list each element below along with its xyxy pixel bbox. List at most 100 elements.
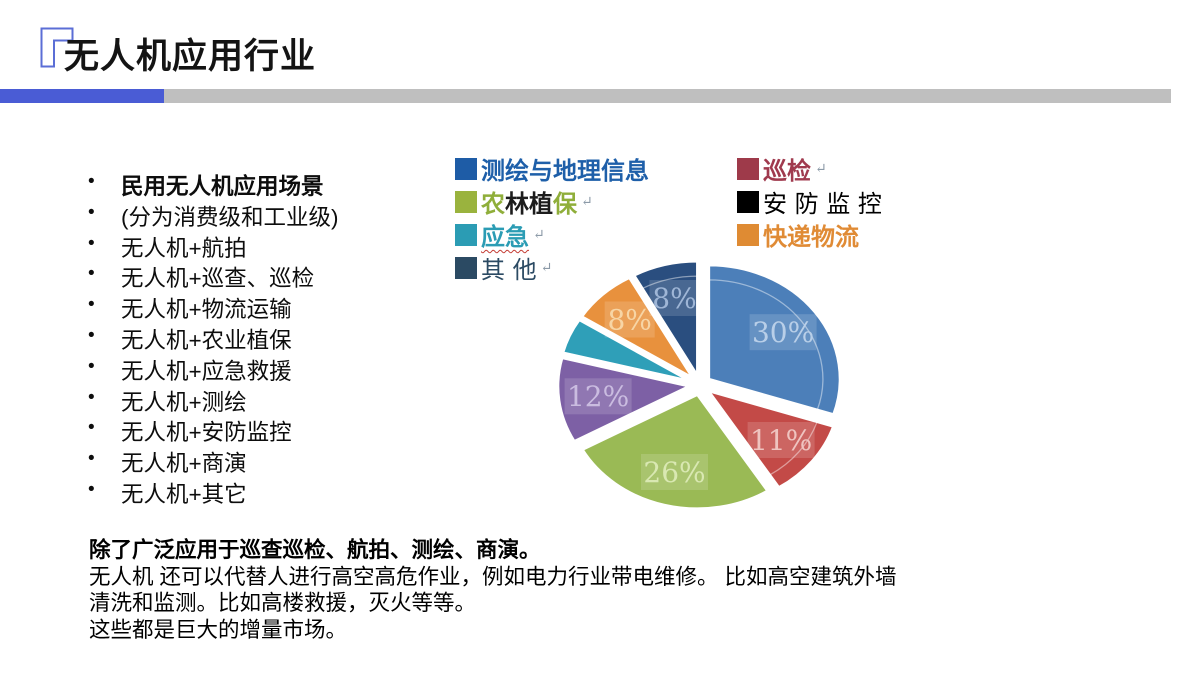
bullet-item: • 民用无人机应用场景 [88,169,339,200]
pie-slice-应急 [561,318,692,383]
legend-item-安防监控: 安 防 监 控 [737,185,882,218]
bullet-dot: • [88,324,95,346]
pie-slice-测绘与地理信息 [707,263,842,416]
pie-slice-label: 11% [750,424,812,457]
bullet-text: 无人机+安防监控 [121,420,292,446]
bullet-text: 无人机+测绘 [121,389,247,415]
bullet-dot: • [88,386,95,408]
legend-item-测绘与地理信息: 测绘与地理信息 [455,152,649,185]
bullet-text: 无人机+农业植保 [121,327,292,353]
bottom-text-line: 清洗和监测。比如高楼救援，灭火等等。 [89,591,477,616]
bullet-dot: • [88,263,95,285]
legend-label-part: 农 [481,189,505,218]
pie-label-box [564,378,632,415]
legend-swatch-icon [455,256,477,279]
pie-label-box [649,280,700,316]
title-underline-accent [0,89,164,103]
bullet-item: • 无人机+物流运输 [88,292,339,323]
pie-label-box [747,422,815,458]
legend-label-part: 快递物流 [763,222,859,251]
legend-swatch-icon [737,223,759,246]
bullet-item: • 无人机+巡查、巡检 [88,261,339,292]
legend-swatch-icon [737,157,759,180]
legend-swatch-icon [455,223,477,246]
legend-label-part: 测绘与地理信息 [481,156,649,185]
legend-label: 农林植保 [481,184,577,219]
return-arrow-icon: ↵ [533,226,545,243]
bullet-dot: • [88,448,95,470]
bullet-item: • 无人机+测绘 [88,385,339,416]
legend-swatch-icon [455,190,477,213]
bullet-dot: • [88,201,95,223]
pie-slice-label: 12% [567,380,629,413]
bullet-dot: • [88,171,95,192]
bullet-item: • (分为消费级和工业级) [88,200,339,231]
bullet-item: • 无人机+农业植保 [88,323,339,354]
legend-label-part: 林植 [505,189,553,218]
pie-label-box [641,454,708,490]
chart-legend-right-column: 巡检 ↵ 安 防 监 控快递物流 [737,152,882,251]
bullet-item: • 无人机+航拍 [88,231,339,262]
legend-label-part: 保 [553,189,577,218]
title-underline-bar [0,89,1171,103]
pie-slice-highlight [707,389,818,476]
bullet-dot: • [88,232,95,254]
chart-legend-left-column: 测绘与地理信息 农林植保 ↵ 应急 ↵ 其 他 ↵ [455,152,649,284]
legend-swatch-icon [737,190,759,213]
legend-label: 测绘与地理信息 [481,151,649,186]
bullet-text: 无人机+航拍 [121,235,247,261]
bullet-item: • 无人机+商演 [88,446,339,477]
legend-label: 快递物流 [763,217,859,252]
bullet-text: (分为消费级和工业级) [121,204,339,230]
bottom-paragraph: 除了广泛应用于巡查巡检、航拍、测绘、商演。 无人机 还可以代替人进行高空高危作业，… [89,537,896,643]
legend-item-其他: 其 他 ↵ [455,251,649,284]
legend-label-part: 巡检 [763,156,811,185]
return-arrow-icon: ↵ [540,259,553,276]
bullet-list: • 民用无人机应用场景 • (分为消费级和工业级) • 无人机+航拍 • 无人机+巡查、巡检 •… [88,169,339,508]
bullet-item: • 无人机+应急救援 [88,354,339,385]
legend-label-part: 应急 [481,222,529,251]
pie-label-box [604,301,655,338]
bullet-dot: • [88,478,95,500]
pie-slice-安防监控 [556,356,691,443]
bullet-text: 民用无人机应用场景 [121,174,324,199]
pie-slice-快递物流 [580,276,694,379]
legend-item-农林植保: 农林植保 ↵ [455,185,649,218]
pie-slice-农林植保 [581,393,769,510]
return-arrow-icon: ↵ [815,160,827,177]
pie-slice-其他 [632,260,699,377]
legend-item-快递物流: 快递物流 [737,218,882,251]
bullet-dot: • [88,294,95,316]
pie-slice-label: 30% [752,316,814,349]
bullet-text: 无人机+其它 [121,481,247,507]
bullet-text: 无人机+商演 [121,451,247,477]
bottom-text-line: 无人机 还可以代替人进行高空高危作业，例如电力行业带电维修。 比如高空建筑外墙 [89,564,897,589]
corner-bracket-icon [40,27,74,68]
legend-swatch-icon [455,157,477,180]
bullet-text: 无人机+应急救援 [121,358,292,384]
pie-slice-巡检 [707,389,835,489]
return-arrow-icon: ↵ [581,193,593,210]
legend-label: 巡检 [763,151,811,186]
pie-label-box [749,314,817,351]
bottom-text-line: 除了广泛应用于巡查巡检、航拍、测绘、商演。 [89,538,541,562]
bullet-item: • 无人机+安防监控 [88,415,339,446]
pie-slice-label: 8% [607,303,651,336]
pie-slice-highlight [708,279,824,411]
bullet-dot: • [88,355,95,377]
bullet-item: • 无人机+其它 [88,477,339,508]
pie-slice-label: 8% [652,282,696,315]
bottom-text-line: 这些都是巨大的增量市场。 [89,617,348,642]
pie-chart: 30% 11% 26% 12% 8%8% [556,260,842,510]
bullet-text: 无人机+巡查、巡检 [121,266,315,292]
legend-item-应急: 应急 ↵ [455,218,649,251]
legend-label-part: 安 防 监 控 [763,190,882,218]
bullet-dot: • [88,417,95,439]
legend-label: 应急 [481,217,529,252]
legend-label: 安 防 监 控 [763,184,882,219]
page-title: 无人机应用行业 [64,37,317,76]
legend-label: 其 他 [481,250,537,285]
bullet-text: 无人机+物流运输 [121,297,292,323]
pie-slice-label: 26% [643,456,705,489]
